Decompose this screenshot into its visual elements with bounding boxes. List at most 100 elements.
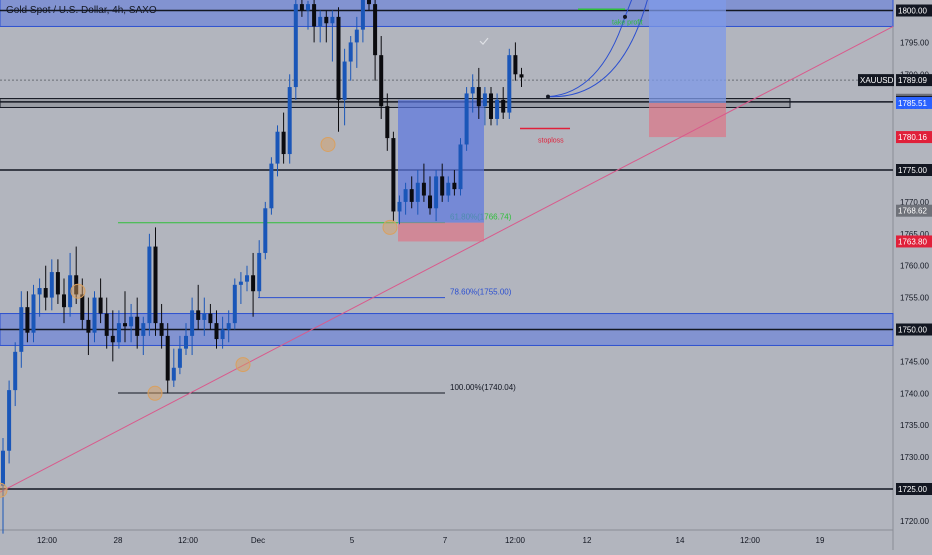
candle-body	[269, 163, 274, 209]
candle-body	[348, 42, 353, 62]
candle-body	[452, 182, 457, 190]
candle-body	[31, 294, 36, 333]
candle-body	[324, 16, 329, 24]
candle-body	[251, 275, 256, 292]
time-tick-label: 28	[114, 536, 123, 545]
price-tag	[896, 164, 932, 176]
candle-body	[421, 182, 426, 196]
candle-body	[13, 351, 18, 391]
candle-body	[202, 313, 207, 320]
candle-body	[476, 87, 481, 107]
candle-body	[470, 87, 475, 94]
price-tick-label: 1755.00	[900, 294, 929, 303]
candle-body	[147, 246, 152, 324]
chart-title: Gold Spot / U.S. Dollar, 4h, SAXO	[6, 5, 157, 16]
candle-body	[501, 99, 506, 113]
price-tag-label: 1780.16	[898, 133, 927, 142]
price-tag-label: 1785.51	[898, 99, 927, 108]
price-tick-label: 1745.00	[900, 357, 929, 366]
price-tag	[896, 131, 932, 144]
candle-body	[92, 297, 97, 333]
candle-body	[318, 16, 323, 27]
price-tag	[896, 323, 932, 336]
candle-body	[464, 93, 469, 145]
price-tag-label: 1763.80	[898, 237, 927, 246]
swing-point-circle	[235, 357, 251, 373]
candle-body	[43, 288, 48, 298]
time-tick-label: 12:00	[505, 536, 526, 545]
price-tick-label: 1765.00	[900, 230, 929, 239]
price-tick-label: 1770.00	[900, 198, 929, 207]
price-tag	[896, 204, 932, 217]
price-tag-label: 1725.00	[898, 485, 927, 494]
price-tick-label: 1795.00	[900, 38, 929, 47]
candle-body	[190, 310, 195, 336]
candle-body	[49, 272, 54, 298]
candle-body	[62, 294, 66, 308]
candle-body	[403, 189, 408, 202]
candle-body	[482, 93, 487, 107]
candle-body	[19, 307, 24, 352]
candle-body	[165, 335, 170, 381]
candle-body	[446, 182, 451, 196]
candle-body	[177, 348, 182, 368]
candle-body	[299, 4, 304, 11]
candle-body	[360, 0, 365, 30]
candle-body	[489, 93, 493, 119]
candle-body	[263, 208, 268, 253]
candle-body	[55, 272, 60, 295]
swing-point-circle	[320, 136, 336, 152]
candle-body	[287, 87, 292, 155]
swing-point-circle	[70, 283, 86, 299]
grey-band	[0, 98, 791, 108]
candle-body	[7, 390, 12, 451]
price-tag	[896, 483, 932, 495]
candle-body	[135, 316, 140, 336]
candle-body	[80, 294, 85, 320]
candle-body	[25, 307, 30, 333]
candle-body	[513, 55, 518, 75]
candle-body	[440, 176, 445, 196]
price-tag-label: 1775.00	[898, 166, 927, 175]
candle-body	[196, 310, 201, 320]
time-tick-label: 19	[816, 536, 825, 545]
candle-body	[184, 335, 188, 349]
time-tick-label: Dec	[251, 536, 265, 545]
candle-body	[37, 288, 42, 295]
candle-body	[238, 281, 243, 285]
candle-body	[330, 16, 335, 24]
candle-body	[336, 16, 341, 100]
candle-body	[123, 323, 127, 327]
candle-body	[373, 4, 378, 56]
candle-body	[379, 55, 384, 107]
candle-body	[116, 323, 121, 343]
price-tick-label: 1730.00	[900, 453, 929, 462]
trendline	[0, 26, 894, 493]
price-tag	[896, 235, 932, 248]
time-tick-label: 12:00	[178, 536, 199, 545]
candle-body	[342, 61, 347, 100]
entry-risk-box	[398, 222, 484, 242]
fib-level-label: 78.60%(1755.00)	[450, 288, 512, 297]
fib-level-label: 100.00%(1740.04)	[450, 383, 516, 392]
candle-body	[129, 316, 134, 327]
price-tick-label: 1760.00	[900, 262, 929, 271]
time-tick-label: 12:00	[37, 536, 58, 545]
swing-point-circle	[382, 219, 398, 235]
stoploss-label: stoploss	[538, 138, 564, 145]
candle-body	[397, 201, 402, 212]
candle-body	[367, 0, 371, 5]
price-tick-label: 1720.00	[900, 517, 929, 526]
target-profit-box	[649, 0, 726, 103]
price-tag	[896, 74, 932, 87]
candle-body	[281, 131, 286, 155]
candle-body	[245, 275, 249, 282]
price-tag-label: 1789.09	[898, 76, 927, 85]
candle-body	[458, 144, 463, 190]
take-profit-2-label: take profit	[612, 20, 643, 27]
candle-body	[153, 246, 158, 324]
candle-body	[159, 323, 164, 336]
entry-profit-box	[398, 99, 484, 223]
candle-body	[232, 284, 237, 324]
